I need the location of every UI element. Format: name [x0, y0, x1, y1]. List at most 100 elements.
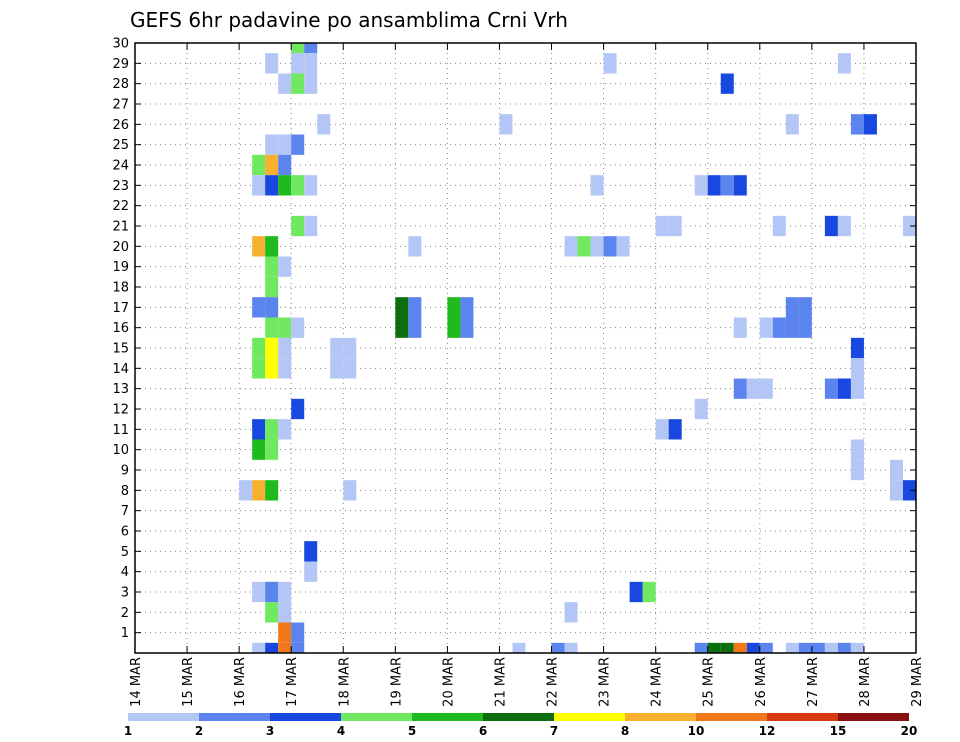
heatmap-cell — [265, 134, 279, 155]
heatmap-cell — [837, 378, 851, 399]
heatmap-cell — [252, 154, 266, 176]
y-tick-label: 27 — [112, 98, 129, 113]
heatmap-cell — [291, 134, 305, 155]
heatmap-cell — [785, 642, 799, 653]
heatmap-cell — [343, 480, 357, 501]
heatmap-cell — [889, 480, 903, 501]
heatmap-cell — [278, 154, 292, 176]
heatmap-cell — [278, 602, 292, 623]
heatmap-cell — [265, 276, 279, 298]
heatmap-cell — [837, 642, 851, 653]
heatmap-cell — [733, 378, 747, 399]
x-tick-label: 19 MAR — [389, 657, 404, 707]
heatmap-cell — [252, 419, 266, 440]
heatmap-cell — [291, 43, 305, 54]
y-tick-label: 26 — [112, 118, 129, 133]
y-tick-label: 17 — [112, 301, 129, 316]
x-tick-label: 24 MAR — [650, 657, 665, 707]
heatmap-cell — [252, 581, 266, 603]
heatmap-cell — [278, 317, 292, 338]
heatmap-cell — [265, 317, 279, 338]
colorbar-label: 5 — [408, 724, 416, 738]
heatmap-cell — [850, 378, 864, 399]
x-tick-label: 14 MAR — [129, 657, 144, 707]
x-tick-label: 22 MAR — [546, 657, 561, 707]
heatmap-cell — [655, 419, 669, 440]
y-tick-label: 24 — [112, 159, 129, 174]
heatmap-cell — [850, 642, 864, 653]
colorbar-label: 15 — [830, 724, 847, 738]
heatmap-cell — [265, 297, 279, 318]
x-tick-label: 15 MAR — [181, 657, 196, 707]
heatmap-cell — [278, 134, 292, 155]
colorbar-segment — [341, 713, 412, 721]
x-tick-label: 29 MAR — [910, 657, 925, 707]
heatmap-cell — [278, 73, 292, 94]
x-tick-label: 18 MAR — [337, 657, 352, 707]
heatmap-cell — [252, 236, 266, 257]
heatmap-cell — [265, 358, 279, 379]
heatmap-cell — [785, 317, 799, 338]
heatmap-cell — [278, 256, 292, 277]
heatmap-cell — [265, 236, 279, 257]
heatmap-cell — [408, 317, 422, 338]
heatmap-cell — [304, 43, 318, 54]
heatmap-cell — [278, 175, 292, 196]
heatmap-cell — [720, 642, 734, 653]
heatmap-cell — [278, 642, 292, 653]
x-tick-label: 25 MAR — [702, 657, 717, 707]
heatmap-cell — [759, 317, 773, 338]
colorbar-segment — [554, 713, 625, 721]
heatmap-cell — [850, 358, 864, 379]
y-tick-label: 18 — [112, 281, 129, 296]
colorbar-segment — [128, 713, 199, 721]
heatmap-cell — [265, 602, 279, 623]
heatmap-cell — [447, 317, 461, 338]
heatmap-cell — [252, 175, 266, 196]
heatmap-cell — [707, 642, 721, 653]
heatmap-cell — [798, 297, 812, 318]
heatmap-cell — [408, 297, 422, 318]
heatmap-cell — [304, 561, 318, 582]
heatmap-cell — [330, 337, 344, 359]
heatmap-cell — [252, 642, 266, 653]
y-tick-label: 1 — [121, 626, 129, 641]
heatmap-cell — [278, 358, 292, 379]
heatmap-cell — [746, 378, 760, 399]
y-tick-label: 23 — [112, 179, 129, 194]
y-tick-label: 6 — [121, 525, 129, 540]
colorbar-label: 20 — [901, 724, 918, 738]
heatmap-cell — [343, 358, 357, 379]
heatmap-cell — [759, 642, 773, 653]
heatmap-cell — [291, 642, 305, 653]
heatmap-cell — [824, 215, 838, 237]
heatmap-cell — [447, 297, 461, 318]
heatmap-cell — [590, 175, 604, 196]
heatmap-cell — [824, 378, 838, 399]
chart-title: GEFS 6hr padavine po ansamblima Crni Vrh — [130, 8, 568, 32]
x-tick-label: 27 MAR — [806, 657, 821, 707]
y-tick-label: 22 — [112, 199, 129, 214]
heatmap-cell — [291, 622, 305, 643]
heatmap-cell — [850, 439, 864, 460]
heatmap-cell — [733, 317, 747, 338]
colorbar-label: 3 — [266, 724, 274, 738]
y-tick-label: 20 — [112, 240, 129, 255]
data-cells — [239, 43, 916, 653]
colorbar-segment — [767, 713, 838, 721]
y-tick-label: 21 — [112, 220, 129, 235]
y-tick-label: 8 — [121, 484, 129, 499]
y-tick-label: 13 — [112, 382, 129, 397]
colorbar-label: 6 — [479, 724, 487, 738]
heatmap-cell — [733, 175, 747, 196]
heatmap-cell — [759, 378, 773, 399]
heatmap-cell — [694, 642, 708, 653]
heatmap-cell — [850, 114, 864, 135]
heatmap-cell — [746, 642, 760, 653]
y-axis: 1234567891011121314151617181920212223242… — [112, 37, 916, 641]
heatmap-cell — [304, 53, 318, 74]
heatmap-cell — [772, 317, 786, 338]
x-tick-label: 23 MAR — [598, 657, 613, 707]
colorbar-segment — [625, 713, 696, 721]
heatmap-cell — [889, 459, 903, 481]
